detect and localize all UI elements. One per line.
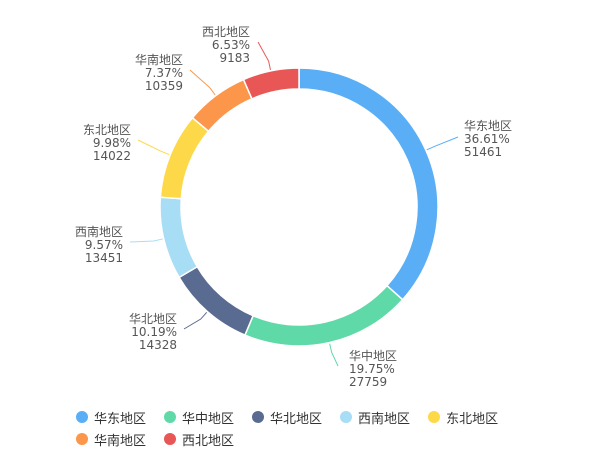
leader-line: [183, 311, 208, 330]
legend-item[interactable]: 华东地区: [76, 409, 147, 427]
legend-label: 华北地区: [270, 411, 323, 427]
leader-line: [426, 136, 459, 151]
legend-item[interactable]: 西南地区: [340, 409, 411, 427]
legend-label: 华中地区: [182, 411, 235, 427]
legend-marker-icon: [76, 411, 88, 423]
legend-marker-icon: [164, 411, 177, 423]
legend-label: 西北地区: [182, 433, 235, 449]
slice-label: 华中地区 19.75% 27759: [349, 348, 397, 389]
legend-label: 华南地区: [94, 433, 147, 449]
legend-marker-icon: [428, 411, 441, 423]
donut-slice[interactable]: [191, 78, 253, 133]
legend-marker-icon: [340, 411, 353, 423]
donut-chart: 华东地区 36.61% 51461 华中地区 19.75% 27759 华北地区 10.19%…: [75, 25, 512, 389]
leader-line: [129, 238, 163, 243]
slice-label: 东北地区 9.98% 14022: [83, 123, 131, 163]
leader-line: [257, 41, 271, 71]
legend-item[interactable]: 东北地区: [428, 409, 499, 427]
legend-label: 西南地区: [358, 411, 411, 427]
slice-label: 西北地区 6.53% 9183: [202, 25, 250, 65]
legend-marker-icon: [76, 433, 88, 445]
slice-label: 华东地区 36.61% 51461: [464, 119, 512, 159]
chart-legend: 华东地区 华中地区 华北地区 西南地区 东北地区华南地区 西北地区: [76, 409, 556, 449]
leader-line: [329, 343, 339, 367]
legend-item[interactable]: 华中地区: [164, 409, 235, 427]
legend-item[interactable]: 华南地区: [76, 431, 147, 449]
slice-label: 华南地区 7.37% 10359: [135, 52, 183, 93]
donut-slice[interactable]: [243, 284, 404, 347]
legend-marker-icon: [252, 411, 265, 423]
slice-label: 西南地区 9.57% 13451: [75, 224, 123, 265]
legend-label: 东北地区: [446, 411, 499, 427]
donut-slice[interactable]: [159, 196, 199, 279]
legend-marker-icon: [164, 433, 177, 445]
leader-line: [189, 69, 216, 96]
donut-slice[interactable]: [159, 116, 210, 200]
donut-slice[interactable]: [242, 67, 300, 100]
slice-label: 华北地区 10.19% 14328: [129, 312, 177, 352]
legend-item[interactable]: 西北地区: [164, 431, 235, 449]
donut-slice[interactable]: [298, 67, 439, 301]
legend-label: 华东地区: [94, 411, 147, 427]
leader-line: [137, 139, 170, 156]
legend-item[interactable]: 华北地区: [252, 409, 323, 427]
